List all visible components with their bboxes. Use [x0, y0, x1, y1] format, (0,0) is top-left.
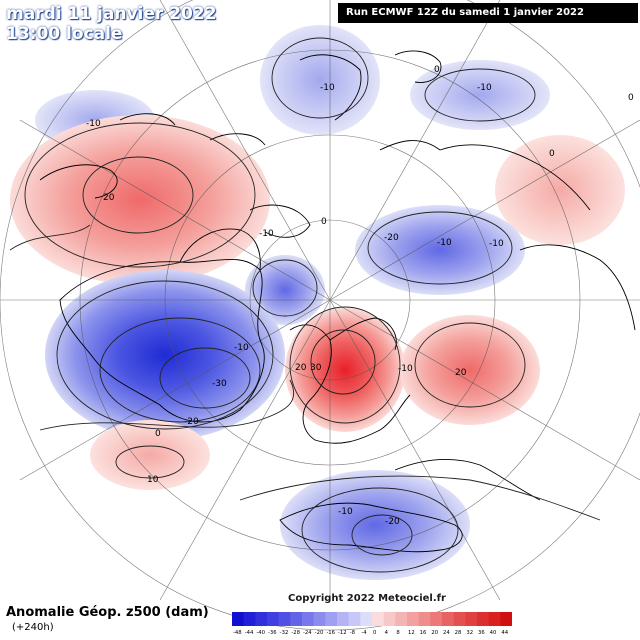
contour-labels: 0 -10 -10 0 -10 0 -10 20 -10 0 -20 -10 -… — [86, 65, 634, 527]
negative-anomaly-mediterranean — [280, 470, 470, 580]
coastlines — [39, 50, 636, 553]
color-scale-tick-label: -44 — [245, 630, 254, 636]
contour-label: 0 — [628, 93, 634, 103]
contour-label: -20 — [385, 517, 400, 527]
contour-label: 10 — [147, 475, 159, 485]
color-scale-swatch — [383, 612, 396, 626]
color-scale-swatch — [255, 612, 268, 626]
lead-time: (+240h) — [12, 622, 54, 633]
color-scale-swatch — [302, 612, 314, 626]
color-scale-swatch — [418, 612, 431, 626]
color-scale-tick-label: -12 — [338, 630, 347, 636]
color-scale-swatch — [232, 612, 244, 626]
color-scale-tick-label: 36 — [478, 630, 485, 636]
color-scale-swatches — [232, 612, 512, 626]
color-scale-swatch — [407, 612, 419, 626]
color-scale-tick-label: 40 — [490, 630, 497, 636]
color-scale-swatch — [267, 612, 279, 626]
positive-anomaly-europe — [285, 308, 405, 432]
color-scale-swatch — [278, 612, 291, 626]
color-scale-tick-label: -8 — [350, 630, 356, 636]
contour-label: -10 — [234, 343, 249, 353]
map-variable-title: Anomalie Géop. z500 (dam) — [6, 605, 209, 620]
contour-label: -10 — [86, 119, 101, 129]
color-scale-swatch — [243, 612, 256, 626]
contour-label: 0 — [155, 429, 161, 439]
forecast-local-time: 13:00 locale — [6, 24, 123, 44]
color-scale-swatch — [453, 612, 466, 626]
color-scale-swatch — [313, 612, 326, 626]
color-scale-tick-label: 12 — [408, 630, 415, 636]
color-scale-legend: -48 -44 -40 -36 -32 -28 -24 -20 -16 -12 -8 -4 0 4 8 12 1… — [232, 612, 512, 636]
color-scale-tick-label: -32 — [280, 630, 289, 636]
color-scale-tick-label: 28 — [455, 630, 462, 636]
color-scale-tick-label: 4 — [385, 630, 389, 636]
anomaly-fields — [10, 25, 625, 580]
contour-label: 0 — [321, 217, 327, 227]
color-scale-tick-label: 24 — [443, 630, 450, 636]
contour-label: -20 — [384, 233, 399, 243]
color-scale-tick-label: -24 — [303, 630, 312, 636]
color-scale-tick-label: -16 — [326, 630, 335, 636]
color-scale-ticks: -48 -44 -40 -36 -32 -28 -24 -20 -16 -12 -8 -4 0 4 8 12 1… — [233, 630, 509, 636]
contour-label: 0 — [549, 149, 555, 159]
color-scale-swatch — [290, 612, 303, 626]
negative-anomaly-canada — [45, 270, 285, 440]
forecast-date: mardi 11 janvier 2022 — [6, 4, 217, 24]
color-scale-tick-label: 0 — [373, 630, 377, 636]
color-scale-tick-label: 20 — [431, 630, 438, 636]
contour-label: -10 — [338, 507, 353, 517]
contour-label: 30 — [310, 363, 322, 373]
contour-label: 20 — [103, 193, 115, 203]
color-scale-tick-label: -4 — [361, 630, 367, 636]
negative-anomaly-alaska — [260, 25, 380, 135]
color-scale-tick-label: -48 — [233, 630, 242, 636]
contour-label: 20 — [295, 363, 307, 373]
contour-label: -20 — [184, 417, 199, 427]
negative-anomaly-east-siberia — [410, 60, 550, 130]
color-scale-swatch — [500, 612, 512, 626]
positive-anomaly-pacific — [10, 115, 270, 285]
color-scale-swatch — [348, 612, 361, 626]
color-scale-tick-label: -40 — [256, 630, 265, 636]
contour-label: -10 — [477, 83, 492, 93]
color-scale-tick-label: -20 — [315, 630, 324, 636]
positive-anomaly-far-east — [495, 135, 625, 245]
contour-label: -30 — [212, 379, 227, 389]
color-scale-tick-label: 8 — [396, 630, 400, 636]
color-scale-tick-label: -28 — [291, 630, 300, 636]
color-scale-tick-label: 16 — [420, 630, 427, 636]
color-scale-swatch — [372, 612, 384, 626]
color-scale-swatch — [465, 612, 478, 626]
contour-label: -10 — [489, 239, 504, 249]
color-scale-swatch — [430, 612, 443, 626]
contour-label: -10 — [320, 83, 335, 93]
model-run-banner: Run ECMWF 12Z du samedi 1 janvier 2022 — [338, 3, 638, 23]
positive-anomaly-kazakhstan — [400, 315, 540, 425]
positive-anomaly-atlantic — [90, 420, 210, 490]
negative-anomaly-arctic — [245, 255, 325, 325]
anomaly-contours — [9, 37, 601, 573]
color-scale-swatch — [325, 612, 338, 626]
negative-anomaly-central-siberia — [355, 205, 525, 295]
color-scale-swatch — [477, 612, 489, 626]
color-scale-tick-label: 44 — [501, 630, 508, 636]
color-scale-swatch — [488, 612, 501, 626]
contour-label: -10 — [259, 229, 274, 239]
color-scale-tick-label: -36 — [268, 630, 277, 636]
contour-label: 0 — [434, 65, 440, 75]
color-scale-swatch — [337, 612, 349, 626]
color-scale-swatch — [395, 612, 408, 626]
color-scale-tick-label: 32 — [466, 630, 473, 636]
copyright-notice: Copyright 2022 Meteociel.fr — [288, 593, 446, 604]
color-scale-swatch — [442, 612, 454, 626]
contour-label: -10 — [398, 364, 413, 374]
contour-label: 20 — [455, 368, 467, 378]
contour-label: -10 — [437, 238, 452, 248]
color-scale-swatch — [360, 612, 373, 626]
